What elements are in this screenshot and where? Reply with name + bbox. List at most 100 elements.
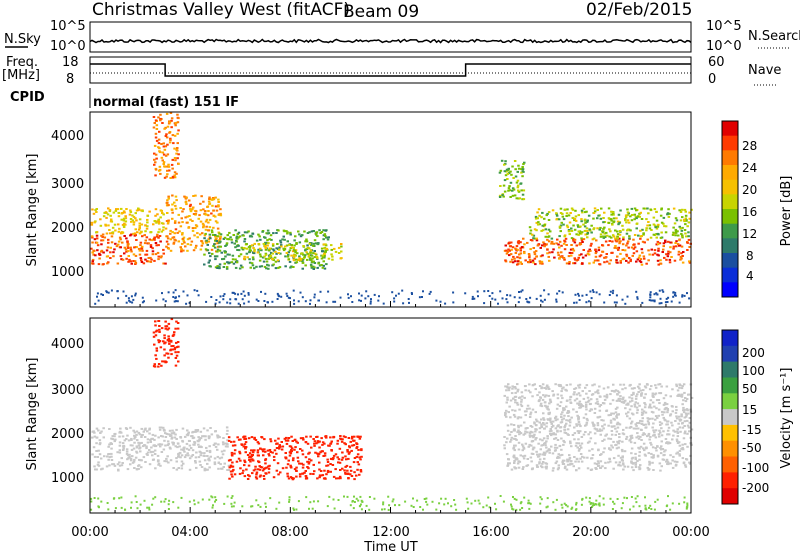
data-cell xyxy=(535,221,538,224)
data-cell xyxy=(562,417,565,420)
data-cell xyxy=(165,325,169,328)
xtick-0000: 00:00 xyxy=(71,525,108,540)
data-cell xyxy=(674,231,678,234)
data-cell xyxy=(587,433,590,436)
data-cell xyxy=(539,294,542,297)
data-cell xyxy=(594,467,598,470)
data-cell xyxy=(181,232,184,234)
data-cell xyxy=(232,440,236,443)
data-cell xyxy=(615,416,619,419)
data-cell xyxy=(119,246,122,249)
data-cell xyxy=(545,506,548,509)
colorbar-swatch xyxy=(722,135,738,151)
data-cell xyxy=(573,262,577,265)
data-cell xyxy=(658,402,661,405)
data-cell xyxy=(265,241,269,244)
data-cell xyxy=(512,446,516,449)
data-cell xyxy=(322,234,326,237)
data-cell xyxy=(649,296,652,299)
data-cell xyxy=(272,263,275,266)
data-cell xyxy=(304,475,308,477)
data-cell xyxy=(547,235,550,238)
data-cell xyxy=(682,411,686,414)
data-cell xyxy=(141,210,144,213)
data-cell xyxy=(262,468,266,470)
data-cell xyxy=(118,236,122,239)
data-cell xyxy=(562,218,566,221)
data-cell xyxy=(541,466,544,469)
data-cell xyxy=(617,246,620,249)
data-cell xyxy=(129,248,133,251)
data-cell xyxy=(244,447,247,450)
data-cell xyxy=(240,292,243,295)
data-cell xyxy=(677,393,680,396)
data-cell xyxy=(174,327,177,330)
data-cell xyxy=(337,252,341,254)
data-cell xyxy=(687,412,690,415)
data-cell xyxy=(157,320,161,322)
data-cell xyxy=(347,296,350,299)
data-cell xyxy=(163,176,167,179)
data-cell xyxy=(154,434,157,437)
data-cell xyxy=(163,348,166,351)
data-cell xyxy=(516,170,519,173)
data-cell xyxy=(359,503,362,506)
data-cell xyxy=(274,260,278,263)
data-cell xyxy=(573,258,577,261)
data-cell xyxy=(153,152,156,155)
data-cell xyxy=(145,253,149,256)
data-cell xyxy=(598,502,601,505)
data-cell xyxy=(267,465,270,468)
vel-ytick-4000: 4000 xyxy=(51,337,84,352)
data-cell xyxy=(546,505,549,508)
data-cell xyxy=(279,471,282,474)
data-cell xyxy=(659,236,663,239)
data-cell xyxy=(166,440,170,443)
data-cell xyxy=(665,258,668,261)
data-cell xyxy=(559,401,563,404)
data-cell xyxy=(540,262,543,265)
data-cell xyxy=(654,226,657,229)
data-cell xyxy=(512,424,516,426)
data-cell xyxy=(272,249,276,252)
data-cell xyxy=(683,218,686,221)
data-cell xyxy=(261,450,265,453)
data-cell xyxy=(675,452,678,455)
data-cell xyxy=(365,290,368,293)
data-cell xyxy=(139,231,143,234)
x-axis-label: Time UT xyxy=(363,540,417,554)
data-cell xyxy=(626,229,629,232)
data-cell xyxy=(609,414,612,416)
data-cell xyxy=(153,158,156,161)
power-ytick-4000: 4000 xyxy=(51,129,84,144)
data-cell xyxy=(562,223,565,226)
data-cell xyxy=(540,260,544,263)
data-cell xyxy=(162,428,166,431)
data-cell xyxy=(228,466,231,469)
data-cell xyxy=(132,253,136,256)
data-cell xyxy=(543,217,546,220)
data-cell xyxy=(651,417,654,420)
data-cell xyxy=(332,457,335,459)
data-cell xyxy=(513,386,516,389)
data-cell xyxy=(219,233,223,236)
data-cell xyxy=(148,449,151,451)
data-cell xyxy=(545,465,548,468)
data-cell xyxy=(581,256,585,259)
data-cell xyxy=(207,261,210,264)
data-cell xyxy=(180,448,183,451)
data-cell xyxy=(523,252,526,255)
data-cell xyxy=(166,165,169,168)
data-cell xyxy=(584,233,587,236)
data-cell xyxy=(465,497,468,500)
data-cell xyxy=(621,455,624,458)
data-cell xyxy=(219,208,222,211)
data-cell xyxy=(250,244,254,247)
data-cell xyxy=(322,260,325,263)
data-cell xyxy=(523,454,527,457)
data-cell xyxy=(149,244,153,247)
data-cell xyxy=(548,451,551,454)
data-cell xyxy=(503,447,506,450)
data-cell xyxy=(511,194,515,197)
colorbar-swatch xyxy=(722,194,738,210)
